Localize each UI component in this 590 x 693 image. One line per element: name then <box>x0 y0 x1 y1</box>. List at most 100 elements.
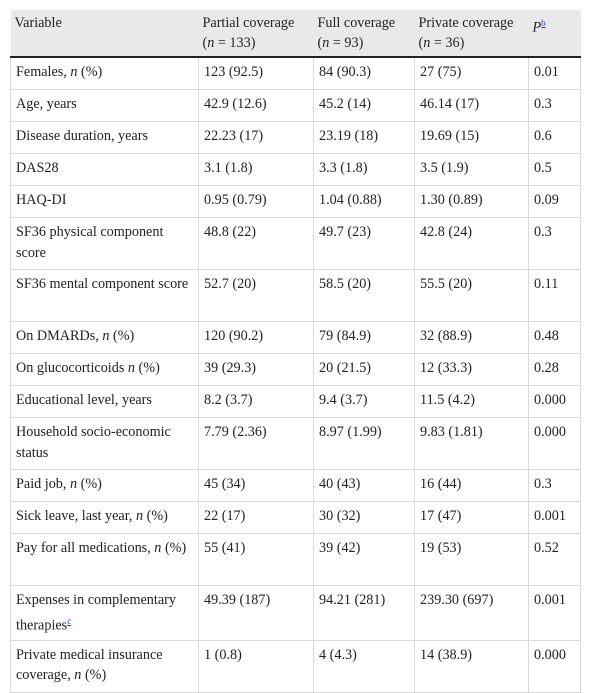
cell-full-text: 30 (32) <box>319 508 361 524</box>
cell-partial-text: 7.79 (2.36) <box>204 424 267 440</box>
cell-full: 9.4 (3.7) <box>313 385 415 418</box>
cell-private: 27 (75) <box>414 57 529 90</box>
cell-full-text: 1.04 (0.88) <box>319 192 382 208</box>
cell-partial-text: 0.95 (0.79) <box>204 192 267 208</box>
cell-full: 45.2 (14) <box>313 89 415 122</box>
cell-full-text: 4 (4.3) <box>319 646 357 663</box>
cell-private: 14 (38.9) <box>414 640 529 693</box>
cell-partial: 55 (41) <box>198 533 314 586</box>
cell-partial-text: 48.8 (22) <box>204 224 257 240</box>
cell-partial-text: 123 (92.5) <box>204 64 264 80</box>
cell-p-text: 0.3 <box>534 476 552 492</box>
cell-variable-text: Disease duration, years <box>16 128 148 144</box>
cell-p-text: 0.48 <box>534 328 559 344</box>
cell-partial: 22 (17) <box>198 501 314 534</box>
cell-partial: 45 (34) <box>198 469 314 502</box>
cell-private-text: 55.5 (20) <box>420 276 473 292</box>
cell-partial-text: 45 (34) <box>204 476 246 492</box>
cell-partial-text: 49.39 (187) <box>204 592 271 608</box>
cell-private: 9.83 (1.81) <box>414 417 529 470</box>
table-body: Females, n (%) 123 (92.5) 84 (90.3) 27 (75)… <box>10 57 581 693</box>
cell-private-text: 27 (75) <box>420 64 462 80</box>
cell-private: 16 (44) <box>414 469 529 502</box>
cell-partial: 7.79 (2.36) <box>198 417 314 470</box>
cell-partial-text: 39 (29.3) <box>204 360 257 376</box>
cell-variable-text: Sick leave, last year, n (%) <box>16 508 168 524</box>
header-partial-label: Partial coverage <box>202 15 295 31</box>
cell-partial: 48.8 (22) <box>198 217 314 270</box>
cell-partial-text: 42.9 (12.6) <box>204 96 267 112</box>
cell-variable-text: On DMARDs, n (%) <box>16 328 135 344</box>
cell-p: 0.3 <box>528 469 581 502</box>
cell-private-text: 239.30 (697) <box>420 592 494 608</box>
cell-p: 0.001 <box>528 585 581 641</box>
cell-variable: Age, years <box>10 89 199 122</box>
cell-p: 0.000 <box>528 640 581 693</box>
cell-partial-text: 22.23 (17) <box>204 128 264 144</box>
cell-p: 0.6 <box>528 121 581 154</box>
cell-full-text: 39 (42) <box>319 540 361 556</box>
cell-partial-text: 1 (0.8) <box>204 646 242 663</box>
cell-variable-text: Private medical insurance coverage, n (%… <box>16 646 163 684</box>
cell-private-text: 19 (53) <box>420 540 462 556</box>
header-full-n: (n = 93) <box>317 35 364 51</box>
p-footnote-link[interactable]: b <box>541 18 546 28</box>
header-p-label: P <box>532 19 542 36</box>
cell-p-text: 0.3 <box>534 96 552 112</box>
header-partial: Partial coverage (n = 133) <box>198 10 314 58</box>
cell-private-text: 16 (44) <box>420 476 462 492</box>
cell-full-text: 49.7 (23) <box>319 224 372 240</box>
cell-variable-text: HAQ-DI <box>16 192 67 208</box>
cell-variable-text: Paid job, n (%) <box>16 476 102 492</box>
cell-p: 0.3 <box>528 217 581 270</box>
cell-full-text: 23.19 (18) <box>319 128 379 144</box>
footnote-link[interactable]: c <box>67 615 72 626</box>
cell-private-text: 14 (38.9) <box>420 646 473 663</box>
cell-full-text: 58.5 (20) <box>319 276 372 292</box>
cell-private: 3.5 (1.9) <box>414 153 529 186</box>
cell-private-text: 46.14 (17) <box>420 96 480 112</box>
cell-p-text: 0.6 <box>534 128 552 144</box>
cell-partial: 8.2 (3.7) <box>198 385 314 418</box>
cell-variable: Paid job, n (%) <box>10 469 199 502</box>
cell-variable-text: On glucocorticoids n (%) <box>16 360 160 376</box>
table-row: SF36 physical component score 48.8 (22) 49… <box>10 217 581 270</box>
cell-partial: 0.95 (0.79) <box>198 185 314 218</box>
table-row: Private medical insurance coverage, n (%… <box>10 640 581 693</box>
table-row: On glucocorticoids n (%) 39 (29.3) 20 (21.… <box>10 353 581 386</box>
table-row: DAS28 3.1 (1.8) 3.3 (1.8) 3.5 (1.9) 0.5 <box>10 153 581 186</box>
cell-full: 84 (90.3) <box>313 57 415 90</box>
cell-full-text: 79 (84.9) <box>319 328 372 344</box>
cell-p: 0.000 <box>528 417 581 470</box>
header-variable-label: Variable <box>14 15 62 31</box>
cell-partial: 49.39 (187) <box>198 585 314 641</box>
cell-full: 58.5 (20) <box>313 269 415 322</box>
cell-variable: HAQ-DI <box>10 185 199 218</box>
cell-p: 0.11 <box>528 269 581 322</box>
cell-full: 3.3 (1.8) <box>313 153 415 186</box>
cell-private-text: 42.8 (24) <box>420 224 473 240</box>
cell-private: 12 (33.3) <box>414 353 529 386</box>
cell-p: 0.000 <box>528 385 581 418</box>
cell-variable: SF36 mental component score <box>10 269 199 322</box>
table-row: Household socio-economic status 7.79 (2.3… <box>10 417 581 470</box>
cell-partial-text: 120 (90.2) <box>204 328 264 344</box>
table-container: Variable Partial coverage (n = 133) Full … <box>10 10 581 693</box>
cell-partial: 39 (29.3) <box>198 353 314 386</box>
cell-variable: Pay for all medications, n (%) <box>10 533 199 586</box>
cell-p: 0.48 <box>528 321 581 354</box>
cell-p-text: 0.000 <box>534 424 566 440</box>
cell-full: 49.7 (23) <box>313 217 415 270</box>
cell-variable-text: Pay for all medications, n (%) <box>16 540 187 556</box>
cell-variable: Household socio-economic status <box>10 417 199 470</box>
table-header: Variable Partial coverage (n = 133) Full … <box>10 10 581 58</box>
cell-variable: DAS28 <box>10 153 199 186</box>
cell-full: 79 (84.9) <box>313 321 415 354</box>
cell-p-text: 0.001 <box>534 592 566 608</box>
cell-p: 0.3 <box>528 89 581 122</box>
cell-p-text: 0.09 <box>534 192 559 208</box>
cell-full-text: 20 (21.5) <box>319 360 372 376</box>
header-partial-n: (n = 133) <box>202 35 256 51</box>
cell-private-text: 32 (88.9) <box>420 328 473 344</box>
cell-full: 40 (43) <box>313 469 415 502</box>
